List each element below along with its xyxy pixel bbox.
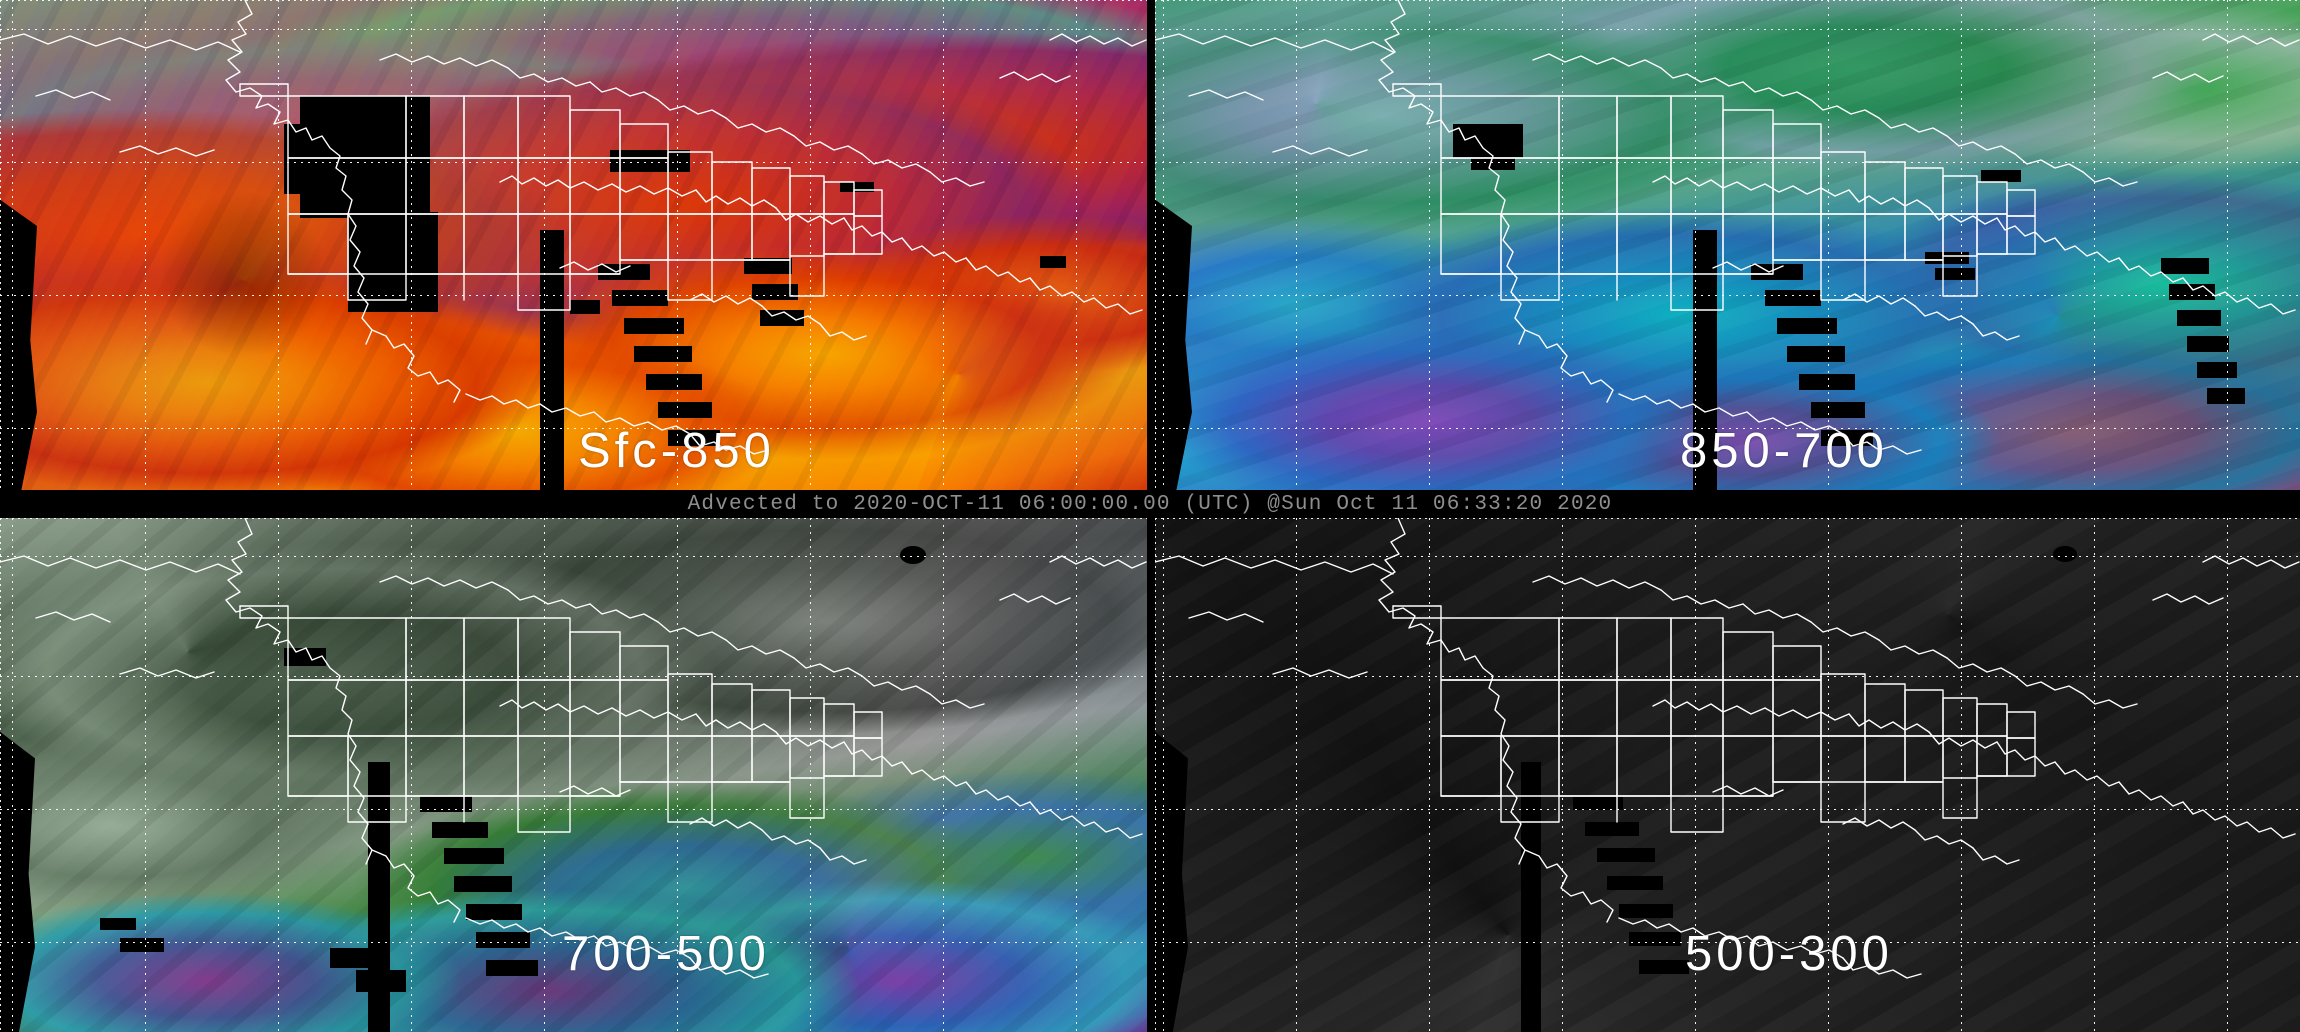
imagery-texture-striations — [0, 0, 1147, 490]
panel-sfc-850[interactable]: Sfc-850 — [0, 0, 1147, 490]
panel-label-sfc-850: Sfc-850 — [578, 424, 775, 478]
panel-850-700[interactable]: 850-700 — [1155, 0, 2300, 490]
timestamp-text: Advected to 2020-OCT-11 06:00:00.00 (UTC… — [687, 492, 1613, 516]
panel-label-500-300: 500-300 — [1685, 927, 1893, 981]
panel-700-500[interactable]: 700-500 — [0, 518, 1147, 1032]
imagery-texture-striations — [1155, 0, 2300, 490]
timestamp-strip: Advected to 2020-OCT-11 06:00:00.00 (UTC… — [0, 490, 2300, 518]
satellite-imagery-850-700 — [1155, 0, 2300, 490]
satellite-imagery-sfc-850 — [0, 0, 1147, 490]
panel-500-300[interactable]: 500-300 — [1155, 518, 2300, 1032]
panel-label-850-700: 850-700 — [1680, 424, 1888, 478]
panel-label-700-500: 700-500 — [562, 927, 770, 981]
